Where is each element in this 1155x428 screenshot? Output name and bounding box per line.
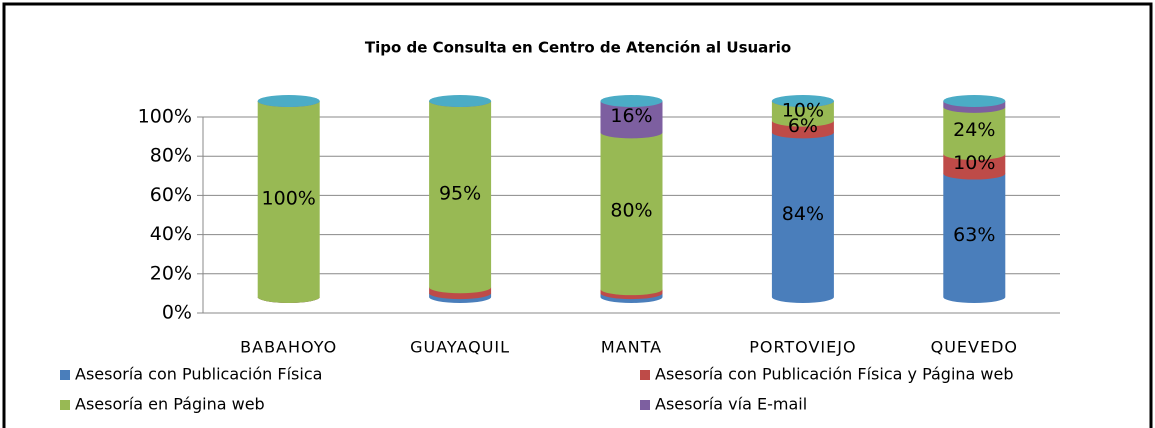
cylinder-top	[943, 95, 1006, 107]
y-tick-label: 80%	[150, 145, 192, 167]
legend-swatch	[640, 370, 650, 380]
x-tick-label: MANTA	[601, 338, 662, 357]
y-tick-label: 60%	[150, 184, 192, 206]
cylinder-segment	[257, 101, 320, 303]
cylinder-segment	[943, 153, 1006, 180]
chart-title: Tipo de Consulta en Centro de Atención a…	[365, 39, 791, 57]
x-tick-label: QUEVEDO	[931, 338, 1018, 357]
legend-label: Asesoría vía E-mail	[655, 395, 807, 414]
legend-label: Asesoría en Página web	[75, 395, 265, 414]
legend-label: Asesoría con Publicación Física	[75, 365, 322, 384]
data-label: 63%	[953, 224, 995, 246]
cylinder-segment	[429, 101, 492, 294]
cylinder-segment	[771, 101, 834, 127]
x-tick-label: BABAHOYO	[240, 338, 337, 357]
data-label: 10%	[953, 152, 995, 174]
y-tick-label: 20%	[150, 262, 192, 284]
cylinder-top	[600, 95, 663, 107]
legend-swatch	[60, 400, 70, 410]
data-label: 84%	[782, 203, 824, 225]
data-label: 100%	[262, 188, 316, 210]
cylinder-segment	[943, 106, 1006, 160]
data-label: 16%	[610, 105, 652, 127]
x-tick-label: PORTOVIEJO	[749, 338, 856, 357]
x-tick-label: GUAYAQUIL	[410, 338, 510, 357]
data-label: 95%	[439, 183, 481, 205]
cylinder-segment	[600, 132, 663, 296]
data-label: 10%	[782, 99, 824, 121]
data-label: 80%	[610, 199, 652, 221]
cylinder-segment	[771, 132, 834, 303]
cylinder-top	[257, 95, 320, 107]
legend-label: Asesoría con Publicación Física y Página…	[655, 365, 1014, 384]
cylinder-segment	[600, 101, 663, 139]
y-tick-label: 100%	[138, 106, 192, 128]
y-tick-label: 40%	[150, 223, 192, 245]
data-label: 24%	[953, 119, 995, 141]
legend-swatch	[60, 370, 70, 380]
cylinder-top	[429, 95, 492, 107]
legend-swatch	[640, 400, 650, 410]
data-label: 6%	[788, 115, 818, 137]
y-tick-label: 0%	[162, 302, 192, 324]
cylinder-segment	[943, 173, 1006, 303]
cylinder-top	[771, 95, 834, 107]
